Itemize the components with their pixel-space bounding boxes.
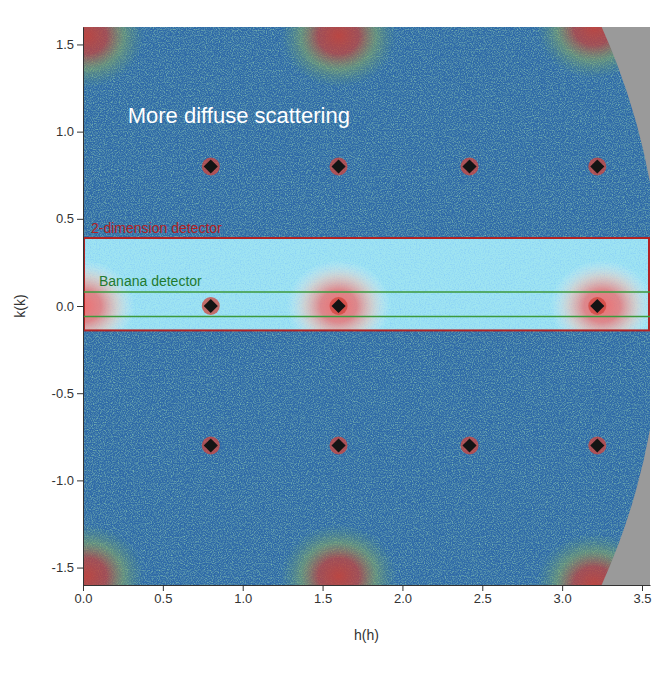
bragg-halo bbox=[461, 437, 479, 455]
tick: 3.0 bbox=[554, 585, 572, 606]
tick-mark bbox=[77, 219, 83, 220]
bragg-peak bbox=[462, 159, 476, 173]
diffuse-maximum bbox=[83, 27, 144, 88]
detector-image bbox=[83, 238, 650, 330]
region-label: 2-dimension detector bbox=[91, 220, 222, 236]
tick-label: 0.5 bbox=[56, 211, 74, 226]
tick: 0.5 bbox=[154, 585, 172, 606]
tick-mark bbox=[163, 585, 164, 591]
bragg-peak bbox=[331, 438, 345, 452]
bragg-peak bbox=[204, 438, 218, 452]
bragg-halo bbox=[588, 437, 606, 455]
tick-label: 1.5 bbox=[56, 37, 74, 52]
detector-maximum bbox=[550, 260, 650, 330]
bragg-halo bbox=[202, 297, 220, 315]
tick-label: 0.0 bbox=[56, 299, 74, 314]
tick: 1.5 bbox=[314, 585, 332, 606]
tick: 1.0 bbox=[234, 585, 252, 606]
region-label: Banana detector bbox=[99, 273, 202, 289]
plot-area bbox=[83, 27, 650, 585]
tick: 1.0 bbox=[56, 124, 83, 139]
chart: 2-dimension detector Banana detector More … bbox=[0, 0, 670, 675]
tick-label: -1.5 bbox=[52, 560, 74, 575]
annotation: More diffuse scattering bbox=[128, 103, 350, 128]
bragg-peak bbox=[462, 438, 476, 452]
tick: 2.0 bbox=[394, 585, 412, 606]
tick-mark bbox=[77, 393, 83, 394]
axis-line bbox=[84, 585, 651, 586]
series bbox=[202, 158, 607, 455]
coverage-edge bbox=[83, 27, 650, 585]
banana-line bbox=[83, 316, 650, 318]
tick: -1.0 bbox=[52, 473, 83, 488]
tick-label: 1.5 bbox=[314, 591, 332, 606]
tick-mark bbox=[642, 585, 643, 591]
bragg-halo bbox=[330, 297, 348, 315]
tick-mark bbox=[77, 44, 83, 45]
bragg-halo bbox=[330, 437, 348, 455]
tick-label: -0.5 bbox=[52, 386, 74, 401]
detector-maximum bbox=[83, 260, 135, 330]
bragg-peak bbox=[331, 299, 345, 313]
tick-label: 1.0 bbox=[234, 591, 252, 606]
tick-mark bbox=[402, 585, 403, 591]
bragg-peak bbox=[590, 159, 604, 173]
diffuse-maximum bbox=[281, 27, 397, 88]
bragg-halo bbox=[202, 437, 220, 455]
tick-mark bbox=[77, 480, 83, 481]
banana-line bbox=[83, 291, 650, 293]
tick-mark bbox=[482, 585, 483, 591]
tick: 0.0 bbox=[56, 299, 83, 314]
detector-outline bbox=[84, 238, 649, 330]
axis-line bbox=[83, 28, 84, 586]
tick: 2.5 bbox=[474, 585, 492, 606]
tick-mark bbox=[243, 585, 244, 591]
tick-label: 2.5 bbox=[474, 591, 492, 606]
axis-title: k(k) bbox=[12, 294, 28, 317]
bragg-peak bbox=[590, 299, 604, 313]
tick-mark bbox=[323, 585, 324, 591]
tick-label: -1.0 bbox=[52, 473, 74, 488]
tick-label: 3.5 bbox=[633, 591, 651, 606]
bragg-halo bbox=[588, 158, 606, 176]
bragg-halo bbox=[202, 158, 220, 176]
tick: -0.5 bbox=[52, 386, 83, 401]
bragg-peak bbox=[204, 299, 218, 313]
tick: -1.5 bbox=[52, 560, 83, 575]
tick: 0.0 bbox=[74, 585, 92, 606]
tick-mark bbox=[77, 132, 83, 133]
bragg-peak bbox=[331, 159, 345, 173]
tick-mark bbox=[562, 585, 563, 591]
tick: 0.5 bbox=[56, 211, 83, 226]
y-axis: -1.5 -1.0 -0.5 0.0 0.5 1.0 1.5 bbox=[52, 28, 84, 586]
tick-label: 1.0 bbox=[56, 124, 74, 139]
bragg-peak bbox=[204, 159, 218, 173]
bragg-peak bbox=[590, 438, 604, 452]
tick-label: 3.0 bbox=[554, 591, 572, 606]
detector-maximum bbox=[287, 260, 391, 330]
plot: 2-dimension detector Banana detector More … bbox=[0, 0, 661, 675]
tick: 1.5 bbox=[56, 37, 83, 52]
tick-label: 0.0 bbox=[74, 591, 92, 606]
bragg-halo bbox=[588, 297, 606, 315]
tick-label: 0.5 bbox=[154, 591, 172, 606]
tick: 3.5 bbox=[633, 585, 651, 606]
x-axis: 0.0 0.5 1.0 1.5 2.0 2.5 3.0 3.5 bbox=[74, 585, 651, 606]
diffuse-maximum bbox=[83, 524, 144, 585]
axis-title: h(h) bbox=[354, 627, 379, 643]
bragg-halo bbox=[330, 158, 348, 176]
diffuse-maximum bbox=[281, 524, 397, 585]
tick-mark bbox=[83, 585, 84, 591]
bragg-halo bbox=[461, 158, 479, 176]
tick-mark bbox=[77, 306, 83, 307]
tick-label: 2.0 bbox=[394, 591, 412, 606]
tick-mark bbox=[77, 568, 83, 569]
